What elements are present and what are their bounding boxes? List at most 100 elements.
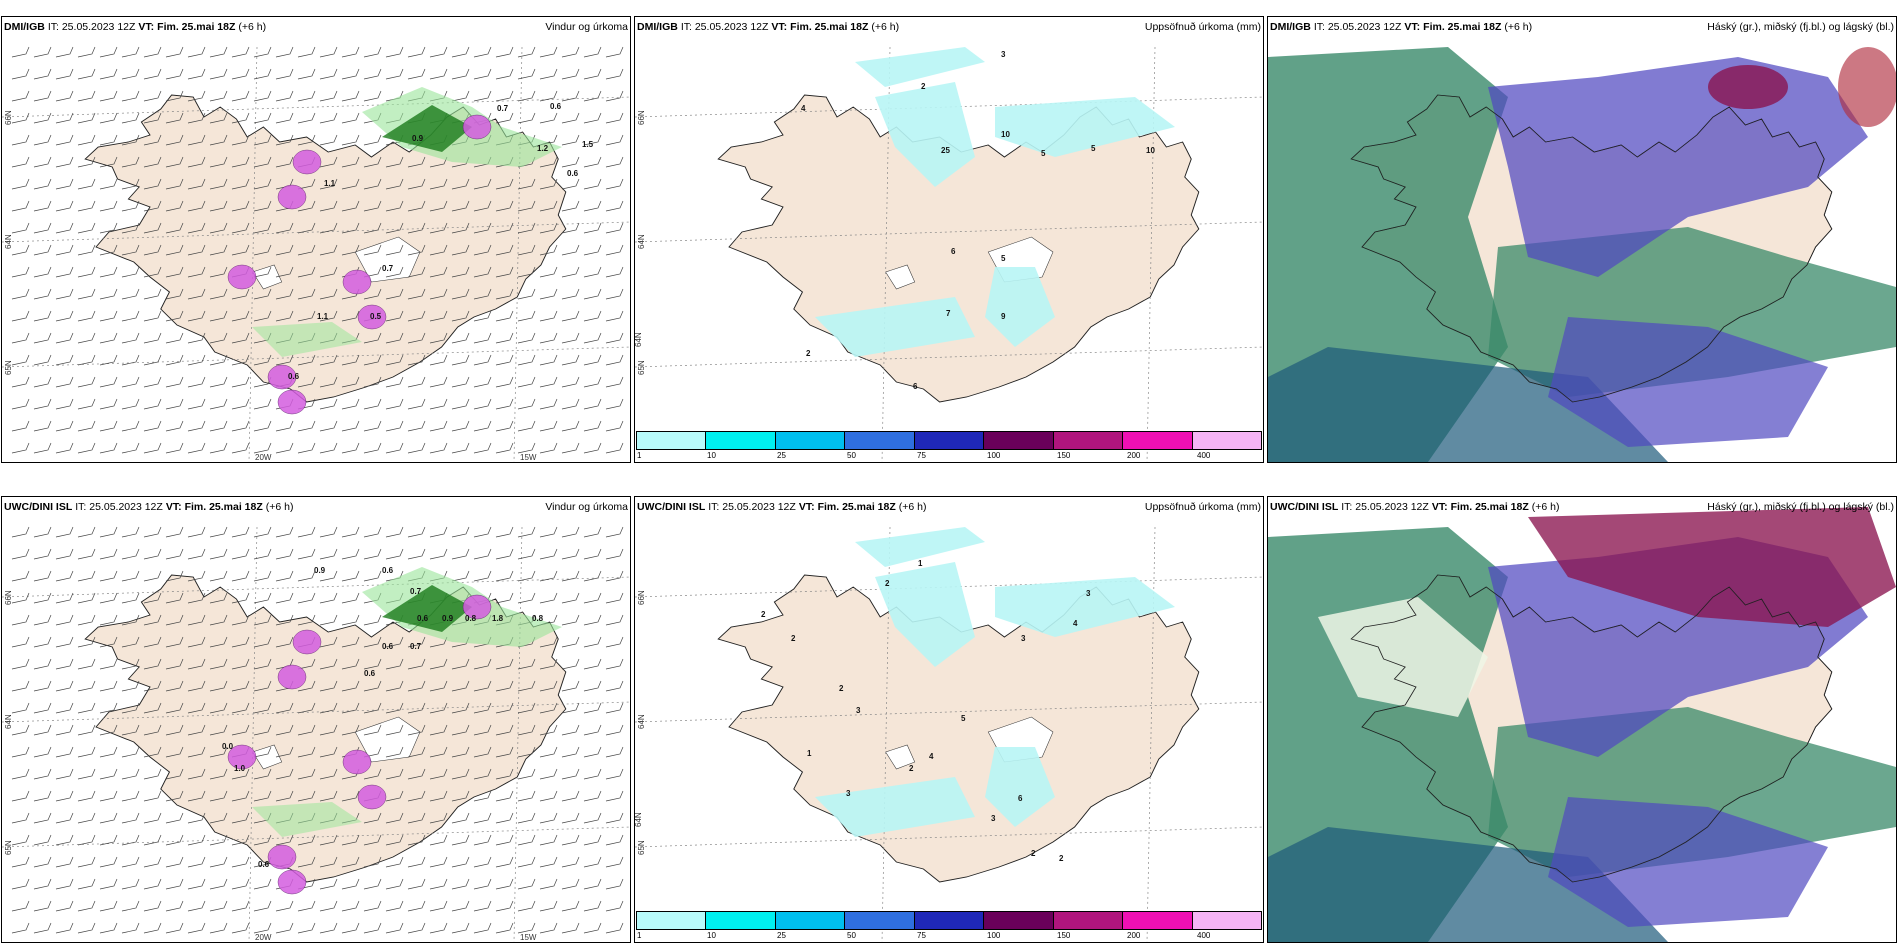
colorbar-label: 100 <box>987 931 1001 940</box>
value-label: 0.6 <box>567 169 579 178</box>
colorbar-label: 10 <box>707 451 716 460</box>
init-time: IT: 25.05.2023 12Z <box>680 21 769 33</box>
colorbar-swatch <box>705 432 775 449</box>
value-label: 3 <box>1086 589 1091 598</box>
panel-title: Háský (gr.), miðský (fj.bl.) og lágský (… <box>1707 21 1894 33</box>
init-time: IT: 25.05.2023 12Z <box>47 21 136 33</box>
model-name: UWC/DINI ISL <box>4 501 73 513</box>
colorbar-label: 1 <box>637 931 642 940</box>
colorbar-label: 25 <box>777 451 786 460</box>
model-name: DMI/IGB <box>4 21 45 33</box>
colorbar-label: 150 <box>1057 931 1071 940</box>
colorbar-swatch <box>844 912 914 929</box>
valid-time: Fim. 25.mai 18Z <box>1423 21 1502 33</box>
cloud-layers <box>1268 507 1896 942</box>
low-cloud-area <box>1708 65 1788 109</box>
value-label: 6 <box>913 382 918 391</box>
value-label: 4 <box>1073 619 1078 628</box>
value-label: 25 <box>941 146 950 155</box>
graticule <box>2 526 630 942</box>
init-time: IT: 25.05.2023 12Z <box>708 501 796 513</box>
panel-info: UWC/DINI ISL IT: 25.05.2023 12Z VT: Fim. 25… <box>1270 500 1560 514</box>
lat-label: 65N <box>637 840 646 855</box>
value-label: 1.5 <box>582 140 594 149</box>
value-label: 1.1 <box>317 312 329 321</box>
value-label: 2 <box>1031 849 1036 858</box>
value-label: 2 <box>909 764 914 773</box>
colorbar-swatch <box>1052 432 1123 449</box>
colorbar-label: 75 <box>917 931 926 940</box>
map-canvas: 1 2 2 3 4 3 2 2 3 4 5 2 1 3 3 6 2 2 <box>635 526 1263 942</box>
panel-info: UWC/DINI ISL IT: 25.05.2023 12Z VT: Fim. 25… <box>637 500 927 514</box>
colorbar-labels: 1 10 25 50 75 100 150 200 400 <box>636 931 1262 942</box>
map-canvas <box>1268 497 1896 942</box>
init-time: IT: 25.05.2023 12Z <box>75 501 163 513</box>
glacier-langjokull <box>885 264 916 290</box>
panel-info: UWC/DINI ISL IT: 25.05.2023 12Z VT: Fim. 25… <box>4 500 294 514</box>
colorbar-swatch <box>1122 432 1192 449</box>
value-label: 0.8 <box>465 614 477 623</box>
map-canvas: 0.9 0.6 0.7 0.6 0.9 0.8 1.8 0.8 0.7 0.6 0.6 0.0 1.0 0… <box>2 526 630 942</box>
panel-info: DMI/IGB IT: 25.05.2023 12Z VT: Fim. 25.mai … <box>1270 20 1532 34</box>
value-label: 0.9 <box>412 134 424 143</box>
value-label: 1.1 <box>324 179 336 188</box>
colorbar-swatch <box>774 432 845 449</box>
colorbar-label: 1 <box>637 451 642 460</box>
wind-barbs <box>11 46 624 454</box>
lat-label: 64N <box>637 234 646 249</box>
value-label: 5 <box>1041 149 1046 158</box>
value-label: 1.0 <box>234 764 246 773</box>
value-label: 1 <box>918 559 923 568</box>
value-label: 1.8 <box>492 614 504 623</box>
value-label: 2 <box>839 684 844 693</box>
glacier-langjokull <box>252 264 283 290</box>
value-labels: 1 2 2 3 4 3 2 2 3 4 5 2 1 3 3 6 2 2 <box>761 559 1091 863</box>
colorbar-swatch <box>844 432 914 449</box>
lat-label: 64N <box>4 714 13 729</box>
value-label: 2 <box>791 634 796 643</box>
clear-area <box>1318 597 1488 717</box>
coastline <box>1350 574 1833 883</box>
value-label: 6 <box>951 247 956 256</box>
graticule <box>635 46 1263 462</box>
value-label: 0.6 <box>550 102 562 111</box>
value-labels: 0.9 0.6 0.7 0.6 0.9 0.8 1.8 0.8 0.7 0.6 0.6 0.0 1.0 0… <box>222 566 544 869</box>
colorbar-label: 200 <box>1127 451 1141 460</box>
graticule <box>635 526 1263 942</box>
value-label: 2 <box>761 610 766 619</box>
value-label: 10 <box>1001 130 1010 139</box>
init-time: IT: 25.05.2023 12Z <box>1341 501 1429 513</box>
colorbar-label: 400 <box>1197 451 1211 460</box>
colorbar-label: 100 <box>987 451 1001 460</box>
value-label: 3 <box>1021 634 1026 643</box>
value-label: 0.9 <box>442 614 454 623</box>
colorbar-swatch <box>1052 912 1123 929</box>
model-name: UWC/DINI ISL <box>1270 501 1339 513</box>
colorbar-swatch <box>636 432 706 449</box>
colorbar-label: 10 <box>707 931 716 940</box>
forecast-offset: (+6 h) <box>898 501 927 513</box>
forecast-offset: (+6 h) <box>1504 21 1533 33</box>
cloud-layers <box>1268 47 1896 462</box>
value-label: 0.6 <box>382 566 394 575</box>
panel-cloud-uwc: UWC/DINI ISL IT: 25.05.2023 12Z VT: Fim. 25… <box>1267 496 1897 943</box>
panel-header: UWC/DINI ISL IT: 25.05.2023 12Z VT: Fim. 25… <box>637 500 1261 514</box>
panel-title: Uppsöfnuð úrkoma (mm) <box>1144 21 1261 33</box>
lat-label: 64N <box>634 332 643 347</box>
graticule <box>2 46 630 462</box>
lon-label: 20W <box>255 453 272 462</box>
value-label: 0.8 <box>532 614 544 623</box>
value-label: 2 <box>1059 854 1064 863</box>
map-canvas <box>1268 17 1896 462</box>
forecast-offset: (+6 h) <box>871 21 900 33</box>
valid-label: VT: <box>165 501 182 513</box>
model-name: UWC/DINI ISL <box>637 501 706 513</box>
value-label: 10 <box>1146 146 1155 155</box>
colorbar-swatch <box>983 432 1053 449</box>
panel-header: DMI/IGB IT: 25.05.2023 12Z VT: Fim. 25.mai … <box>1270 20 1894 34</box>
value-label: 3 <box>846 789 851 798</box>
colorbar-label: 150 <box>1057 451 1071 460</box>
valid-label: VT: <box>771 21 788 33</box>
precip-overlay <box>227 567 562 895</box>
colorbar-swatch <box>705 912 775 929</box>
